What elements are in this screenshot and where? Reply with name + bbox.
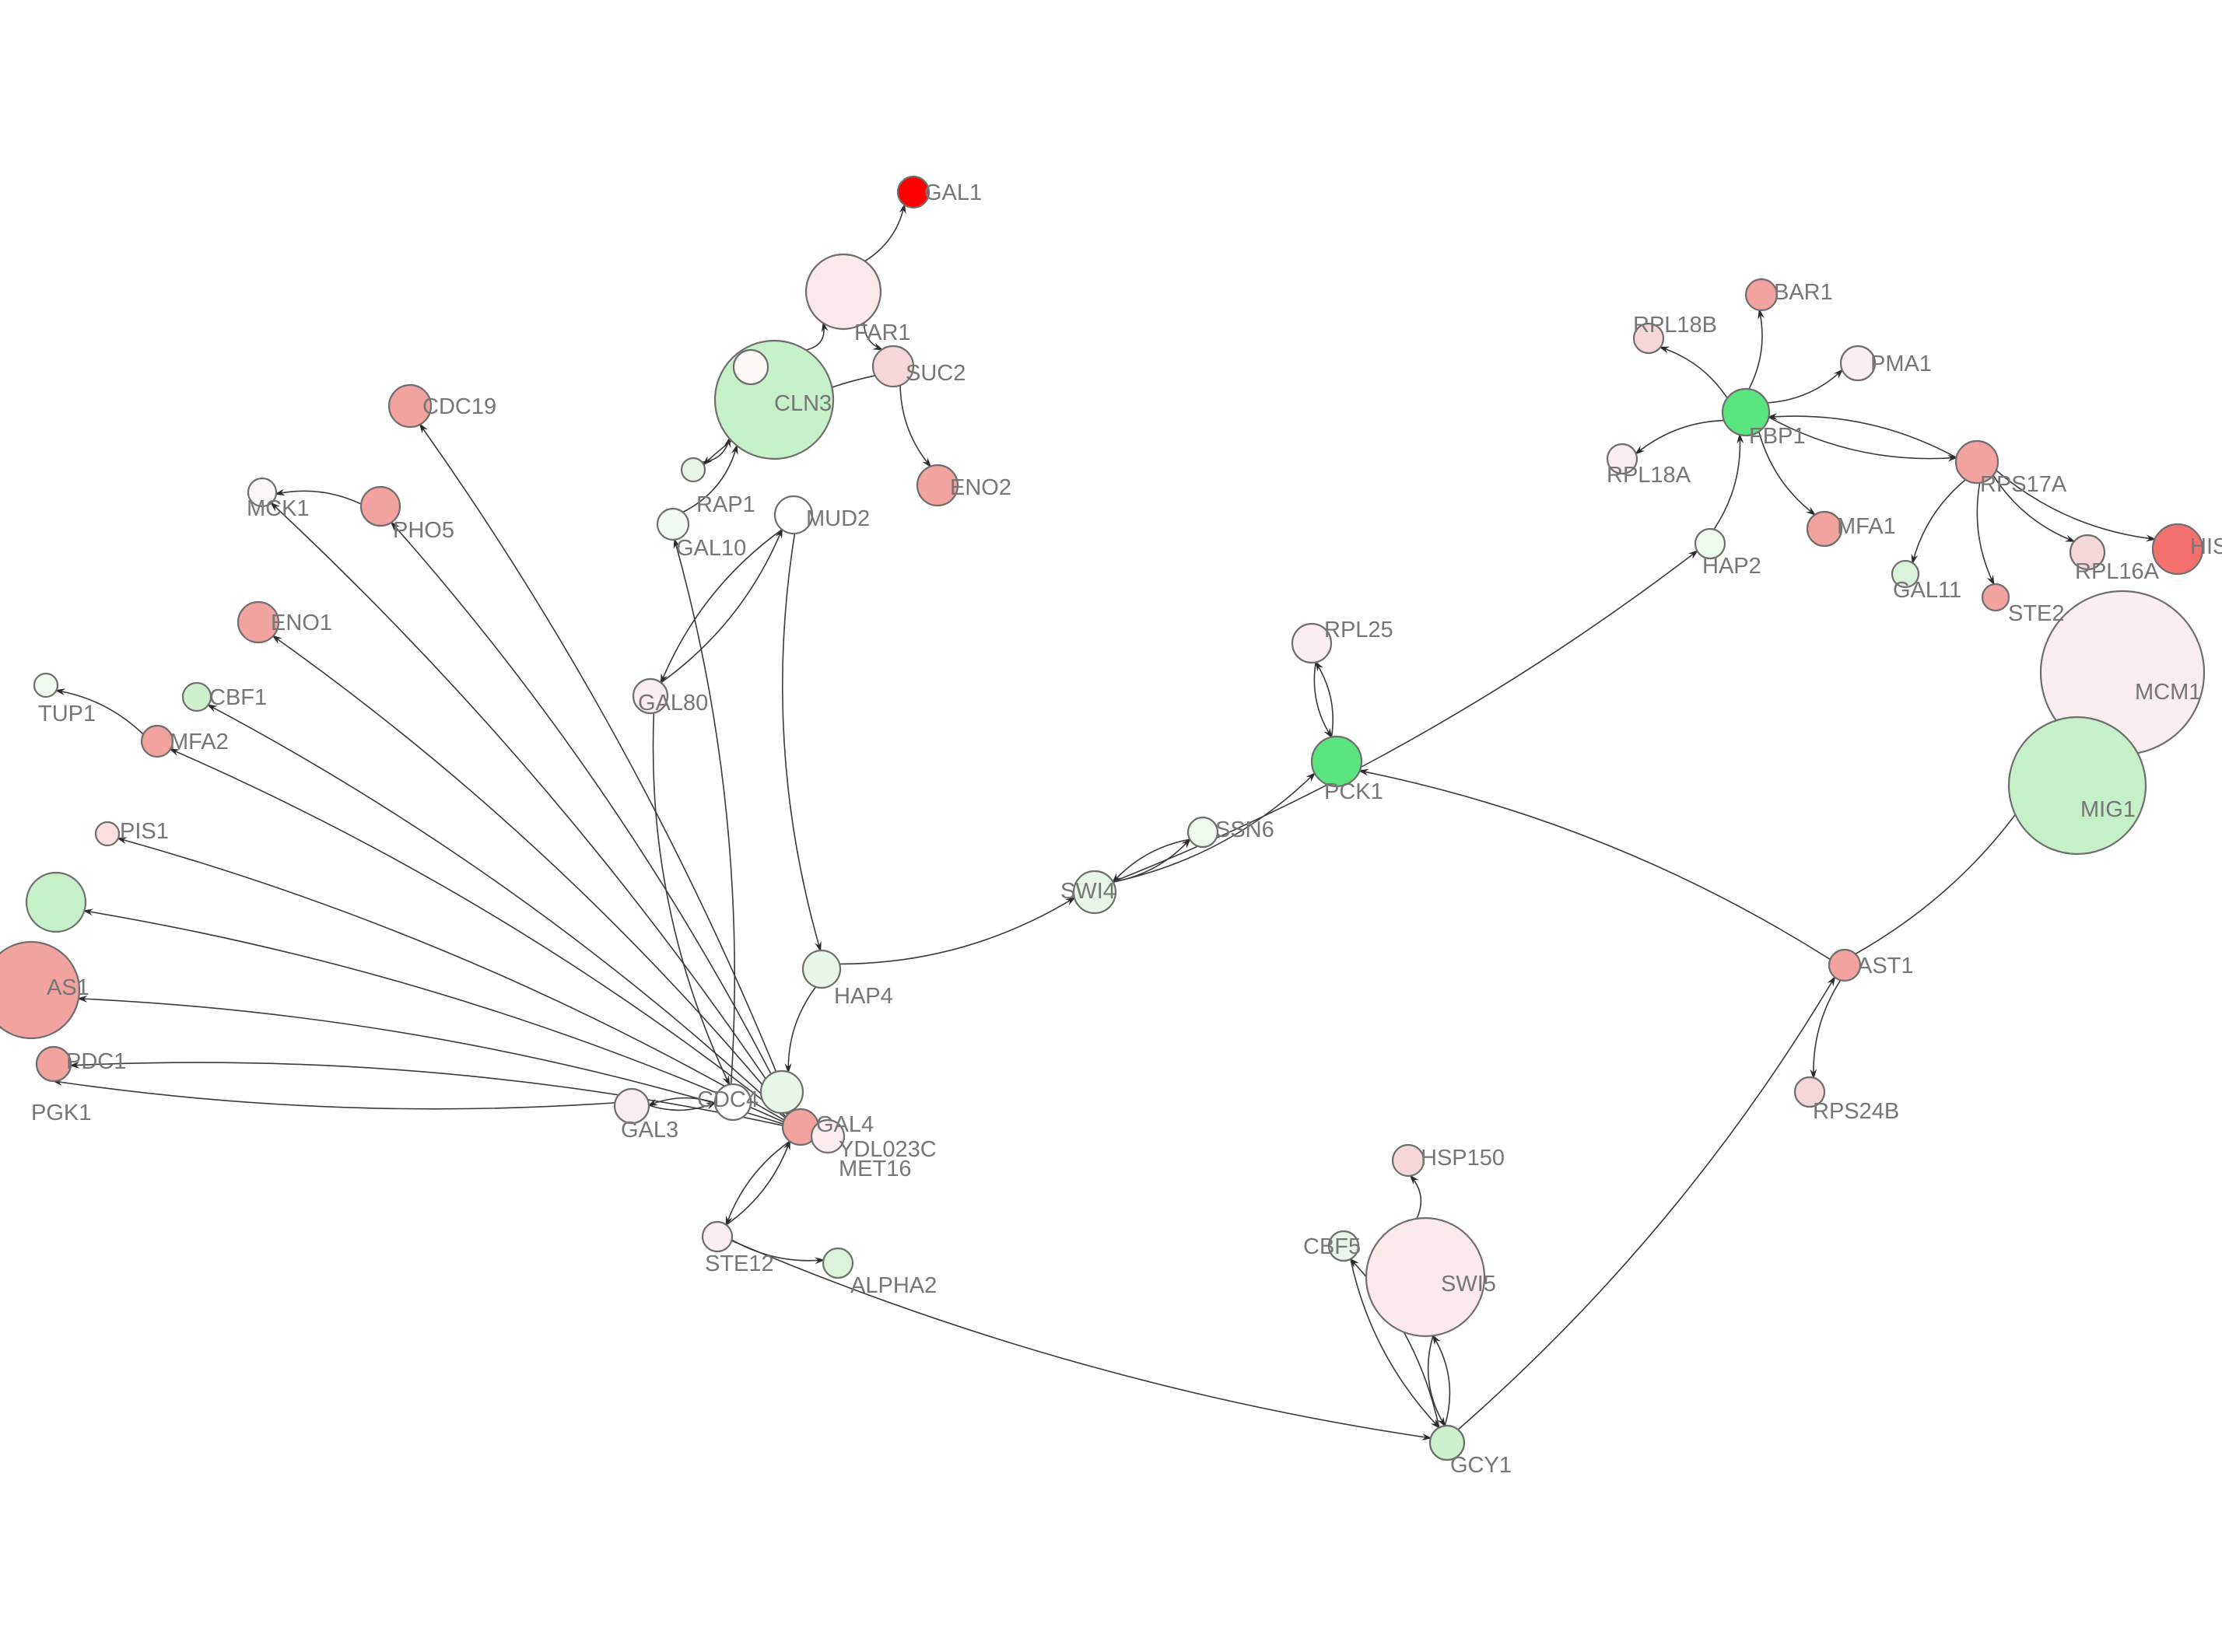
svg-text:GAL10: GAL10 — [676, 536, 746, 561]
svg-text:RPL18A: RPL18A — [1607, 463, 1691, 488]
svg-text:GAL80: GAL80 — [638, 691, 708, 716]
svg-text:MUD2: MUD2 — [806, 506, 870, 531]
svg-text:HSP150: HSP150 — [1421, 1146, 1505, 1171]
svg-text:MCM1: MCM1 — [2135, 680, 2201, 705]
svg-text:GCY1: GCY1 — [1450, 1453, 1512, 1478]
svg-text:SWI4: SWI4 — [1060, 879, 1116, 904]
svg-text:FAR1: FAR1 — [854, 320, 911, 345]
svg-text:CBF5: CBF5 — [1303, 1234, 1361, 1259]
svg-text:CDC4: CDC4 — [697, 1087, 759, 1112]
svg-text:CLN3: CLN3 — [774, 391, 832, 416]
svg-text:ENO2: ENO2 — [950, 475, 1011, 500]
svg-text:AST1: AST1 — [1857, 954, 1914, 978]
svg-text:CDC19: CDC19 — [422, 394, 496, 419]
svg-text:RPL18B: RPL18B — [1633, 313, 1717, 338]
svg-text:PCK1: PCK1 — [1324, 779, 1383, 804]
svg-text:MET16: MET16 — [839, 1157, 911, 1181]
svg-text:MCK1: MCK1 — [247, 496, 310, 521]
svg-text:FBP1: FBP1 — [1749, 424, 1806, 449]
svg-text:STE12: STE12 — [705, 1251, 774, 1276]
svg-text:RPS17A: RPS17A — [1980, 472, 2067, 497]
svg-text:HAP2: HAP2 — [1702, 554, 1761, 579]
svg-text:TUP1: TUP1 — [38, 702, 96, 726]
svg-text:ALPHA2: ALPHA2 — [850, 1273, 937, 1298]
svg-text:RAP1: RAP1 — [696, 492, 755, 517]
svg-text:CBF1: CBF1 — [209, 685, 267, 710]
svg-text:MIG1: MIG1 — [2080, 797, 2136, 822]
svg-text:MFA2: MFA2 — [170, 730, 229, 754]
svg-text:GAL4: GAL4 — [816, 1112, 874, 1137]
svg-text:PIS1: PIS1 — [120, 819, 169, 844]
svg-text:RPS24B: RPS24B — [1813, 1099, 1899, 1124]
svg-text:SSN6: SSN6 — [1215, 817, 1274, 842]
svg-text:SUC2: SUC2 — [906, 361, 966, 386]
svg-text:GAL3: GAL3 — [621, 1118, 678, 1143]
svg-text:HAP4: HAP4 — [834, 984, 893, 1009]
svg-text:ENO1: ENO1 — [271, 611, 332, 635]
svg-text:PGK1: PGK1 — [31, 1101, 91, 1125]
svg-text:RPL25: RPL25 — [1324, 618, 1393, 642]
svg-text:SWI5: SWI5 — [1441, 1272, 1496, 1297]
svg-text:GAL11: GAL11 — [1893, 578, 1961, 603]
svg-text:PHO5: PHO5 — [393, 518, 454, 543]
svg-text:HIS4: HIS4 — [2190, 534, 2222, 559]
svg-text:RPL16A: RPL16A — [2075, 559, 2160, 584]
svg-text:AS1: AS1 — [47, 975, 89, 1000]
svg-text:GAL1: GAL1 — [924, 180, 982, 205]
svg-text:MFA1: MFA1 — [1837, 514, 1896, 539]
svg-text:PDC1: PDC1 — [66, 1049, 126, 1074]
svg-text:BAR1: BAR1 — [1774, 280, 1833, 305]
svg-text:PMA1: PMA1 — [1870, 352, 1932, 376]
svg-text:STE2: STE2 — [2008, 601, 2065, 626]
